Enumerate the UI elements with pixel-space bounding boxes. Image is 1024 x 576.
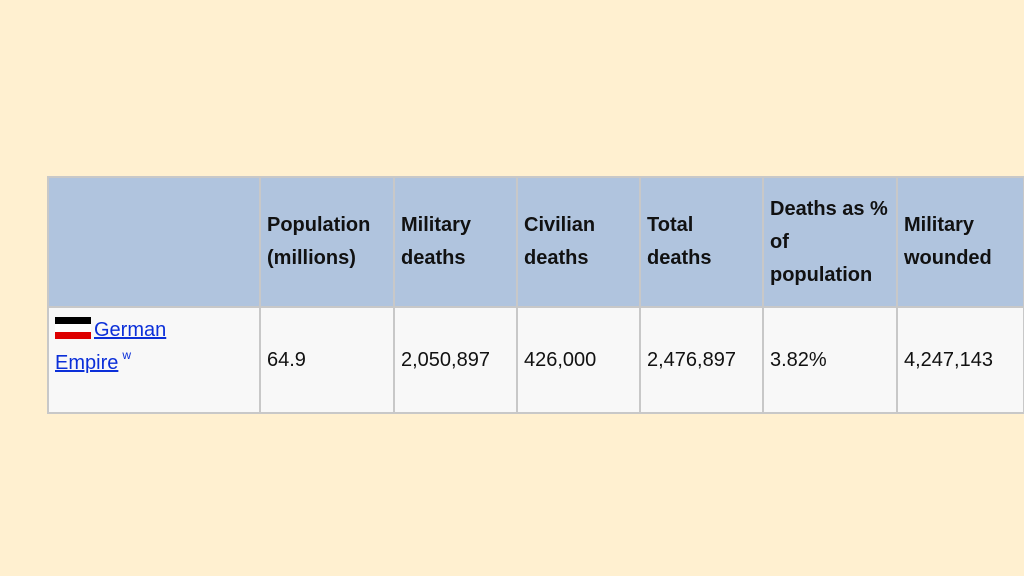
header-population: Population (millions) [259, 176, 395, 308]
header-military-wounded: Military wounded [896, 176, 1024, 308]
country-link[interactable]: German Empire [55, 319, 166, 374]
flag-stripe-white [55, 324, 91, 332]
total-deaths-cell: 2,476,897 [639, 306, 764, 414]
military-deaths-cell: 2,050,897 [393, 306, 518, 414]
country-name-line1: German [94, 319, 167, 341]
country-cell: German Empire w [47, 306, 261, 414]
flag-stripe-red [55, 331, 91, 339]
military-wounded-cell: 4,247,143 [896, 306, 1024, 414]
casualties-table-wrapper: Population (millions) Military deaths Ci… [47, 176, 1024, 414]
wikipedia-link[interactable]: w [122, 348, 132, 362]
header-civilian-deaths: Civilian deaths [516, 176, 641, 308]
german-empire-flag-icon [55, 317, 91, 339]
population-cell: 64.9 [259, 306, 395, 414]
header-military-deaths: Military deaths [393, 176, 518, 308]
header-total-deaths: Total deaths [639, 176, 764, 308]
header-country [47, 176, 261, 308]
header-deaths-percent: Deaths as % of population [762, 176, 898, 308]
civilian-deaths-cell: 426,000 [516, 306, 641, 414]
country-name-line2: Empire [55, 352, 119, 374]
header-row: Population (millions) Military deaths Ci… [47, 176, 1024, 308]
deaths-percent-cell: 3.82% [762, 306, 898, 414]
casualties-table: Population (millions) Military deaths Ci… [47, 176, 1024, 414]
table-row: German Empire w 64.9 2,050,897 426,000 2,4… [47, 306, 1024, 414]
flag-stripe-black [55, 317, 91, 325]
